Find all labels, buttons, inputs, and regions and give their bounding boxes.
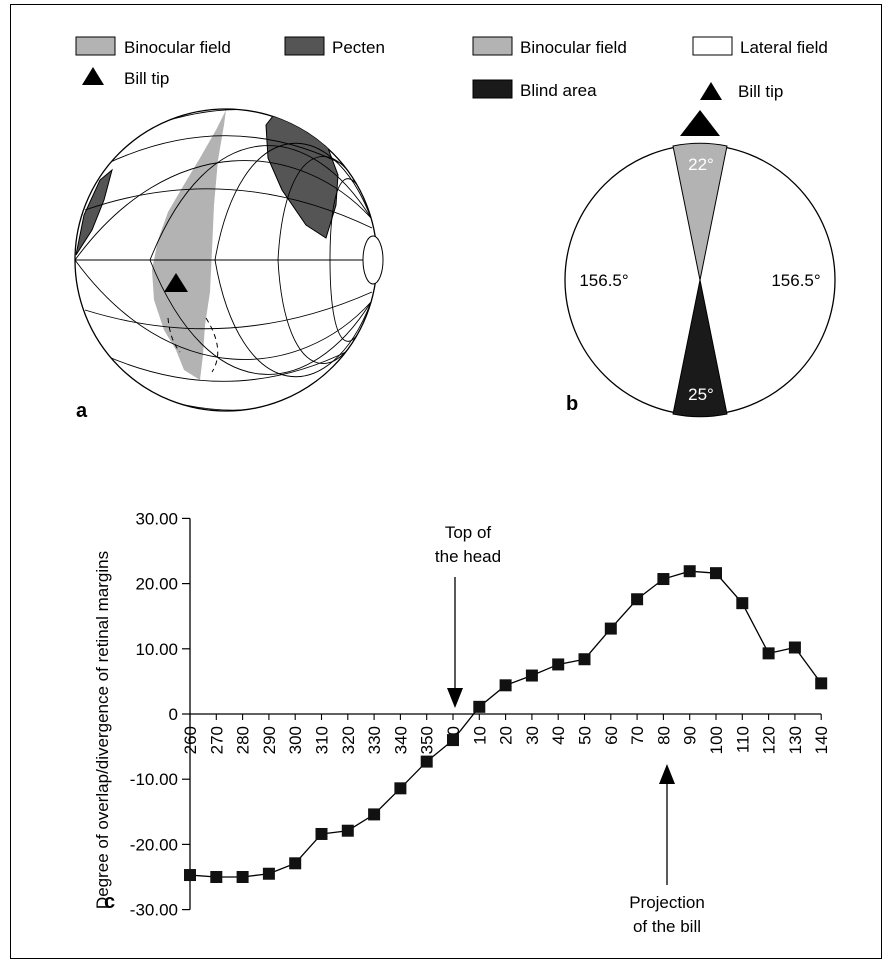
legend-swatch-lateral bbox=[692, 36, 733, 56]
x-tick-label: 0 bbox=[444, 726, 463, 735]
y-tick-label: 20.00 bbox=[135, 575, 178, 594]
figure-frame bbox=[10, 4, 882, 959]
x-tick-label: 40 bbox=[549, 726, 568, 745]
arrow-projection-of-bill bbox=[659, 764, 675, 885]
legend-label-bill-tip-a: Bill tip bbox=[124, 69, 169, 88]
globe-diagram bbox=[74, 108, 384, 412]
data-point-marker bbox=[394, 782, 407, 795]
data-point-marker bbox=[552, 658, 565, 671]
data-point-marker bbox=[184, 869, 196, 882]
data-point-marker bbox=[262, 867, 275, 880]
x-tick-label: 110 bbox=[733, 726, 752, 753]
x-tick-label: 90 bbox=[681, 726, 700, 745]
x-tick-label: 300 bbox=[286, 726, 305, 754]
data-point-marker bbox=[683, 565, 696, 578]
visual-field-diagram: 22° 156.5° 156.5° 25° bbox=[564, 110, 836, 418]
y-tick-label: -30.00 bbox=[130, 901, 178, 920]
data-point-marker bbox=[525, 669, 538, 682]
y-tick-label: 0 bbox=[169, 705, 178, 724]
data-point-marker bbox=[762, 647, 775, 660]
legend-swatch-binocular-a bbox=[75, 36, 116, 56]
data-point-marker bbox=[210, 871, 223, 883]
x-tick-label: 120 bbox=[760, 726, 779, 754]
pecten-edge-region bbox=[75, 168, 113, 256]
x-tick-label: 270 bbox=[207, 726, 226, 754]
y-tick-label: -10.00 bbox=[130, 770, 178, 789]
binocular-field-region bbox=[152, 110, 226, 380]
data-point-marker bbox=[631, 593, 644, 606]
overlap-chart: Degree of overlap/divergence of retinal … bbox=[93, 509, 831, 919]
legend-swatch-blind bbox=[472, 79, 513, 99]
binocular-sector bbox=[672, 142, 728, 281]
data-point-marker bbox=[368, 808, 381, 821]
x-tick-label: 290 bbox=[260, 726, 279, 754]
y-tick-label: 10.00 bbox=[135, 640, 178, 659]
data-point-marker bbox=[815, 677, 828, 690]
annotation-top-line-1: Top of bbox=[445, 523, 492, 542]
data-point-marker bbox=[499, 679, 512, 692]
legend-label-binocular-b: Binocular field bbox=[520, 38, 627, 57]
legend-label-bill-tip-b: Bill tip bbox=[738, 82, 783, 101]
x-tick-label: 130 bbox=[786, 726, 805, 754]
data-point-marker bbox=[578, 653, 591, 666]
legend-swatch-pecten bbox=[284, 36, 325, 56]
x-tick-label: 70 bbox=[628, 726, 647, 745]
data-point-marker bbox=[341, 824, 354, 837]
x-tick-label: 330 bbox=[365, 726, 384, 754]
x-tick-label: 320 bbox=[339, 726, 358, 754]
legend-label-lateral: Lateral field bbox=[740, 38, 828, 57]
annotation-top-line-2: the head bbox=[435, 547, 501, 566]
data-point-marker bbox=[788, 641, 801, 654]
data-point-marker bbox=[420, 755, 433, 768]
data-point-marker bbox=[657, 573, 670, 586]
annotation-bottom-line-1: Projection bbox=[629, 893, 705, 912]
legend-label-pecten: Pecten bbox=[332, 38, 385, 57]
x-tick-label: 350 bbox=[418, 726, 437, 754]
x-tick-label: 100 bbox=[707, 726, 726, 754]
legend-label-binocular-a: Binocular field bbox=[124, 38, 231, 57]
panel-b-label: b bbox=[566, 393, 578, 415]
x-tick-label: 310 bbox=[313, 726, 332, 754]
x-tick-label: 140 bbox=[812, 726, 831, 754]
y-tick-label: 30.00 bbox=[135, 509, 178, 528]
triangle-icon bbox=[82, 67, 104, 85]
data-point-marker bbox=[604, 622, 617, 635]
left-angle-label: 156.5° bbox=[579, 271, 628, 290]
x-tick-label: 20 bbox=[497, 726, 516, 745]
x-tick-label: 280 bbox=[234, 726, 253, 754]
blind-angle-label: 25° bbox=[688, 385, 714, 404]
blind-sector bbox=[672, 279, 728, 418]
x-tick-label: 50 bbox=[576, 726, 595, 745]
bill-tip-marker-a bbox=[164, 273, 188, 292]
data-point-marker bbox=[473, 700, 486, 713]
y-axis-label: Degree of overlap/divergence of retinal … bbox=[93, 551, 112, 909]
data-point-marker bbox=[736, 597, 749, 610]
data-point-marker bbox=[315, 827, 328, 840]
y-tick-label: -20.00 bbox=[130, 835, 178, 854]
series-line bbox=[189, 570, 822, 878]
x-tick-label: 340 bbox=[391, 726, 410, 754]
data-point-marker bbox=[447, 734, 459, 747]
x-tick-label: 10 bbox=[470, 726, 489, 745]
panel-c-label: c bbox=[104, 891, 115, 913]
x-tick-label: 60 bbox=[602, 726, 621, 745]
right-angle-label: 156.5° bbox=[771, 271, 820, 290]
x-tick-label: 260 bbox=[181, 726, 200, 754]
triangle-icon bbox=[700, 82, 722, 100]
binocular-angle-label: 22° bbox=[688, 155, 714, 174]
arrow-top-of-head bbox=[447, 577, 463, 708]
data-point-marker bbox=[710, 567, 722, 580]
bill-tip-marker-b bbox=[680, 110, 720, 136]
data-point-marker bbox=[289, 857, 302, 870]
x-tick-label: 30 bbox=[523, 726, 542, 745]
data-point-marker bbox=[236, 871, 249, 883]
annotation-bottom-line-2: of the bill bbox=[633, 917, 701, 936]
legend-label-blind: Blind area bbox=[520, 81, 597, 100]
x-tick-label: 80 bbox=[654, 726, 673, 745]
legend-swatch-binocular-b bbox=[472, 36, 513, 56]
panel-a-label: a bbox=[76, 400, 88, 422]
